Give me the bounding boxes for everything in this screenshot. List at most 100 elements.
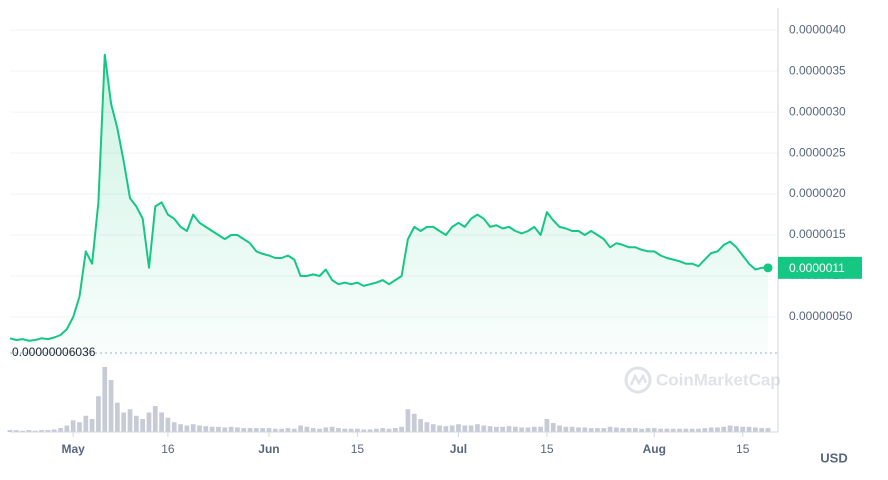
volume-bar [272,428,278,432]
volume-bar [468,425,474,432]
volume-bar [449,425,455,432]
volume-bar [133,415,139,432]
currency: USD [820,450,847,465]
volume-bar [367,429,373,432]
volume-bar [512,426,518,432]
volume-bar [228,426,234,432]
volume-bar [759,428,765,432]
volume-bar [563,426,569,432]
volume-bar [13,430,19,432]
volume-bar [494,426,499,432]
current-price-badge [778,256,862,279]
x-tick-label: 15 [351,442,365,456]
volume-bar [146,412,152,432]
volume-bar [399,426,405,432]
volume-bar [443,426,449,432]
volume-bar [355,428,360,432]
volume-bar [266,428,272,432]
volume-bar [348,428,354,432]
volume-bar [260,428,266,432]
volume-bar [386,428,392,432]
volume-bar [708,427,714,432]
volume-bar [582,427,588,432]
volume-bar [190,424,196,432]
volume-bar [664,428,670,432]
y-tick-label: 0.0000015 [789,227,846,241]
volume-bar [658,428,663,432]
volume-bar [405,409,411,432]
volume-bar [178,424,183,432]
volume-bar [424,422,430,432]
volume-bar [45,430,51,432]
volume-bar [506,426,512,432]
volume-bar [304,426,310,432]
volume-bar [26,430,32,432]
volume-bar [500,426,506,432]
volume-bar [241,428,247,432]
volume-bar [588,428,594,432]
volume-bar [342,428,348,432]
volume-bar [481,425,487,432]
volume-bar [329,426,335,432]
volume-bar [531,426,537,432]
volume-bar [127,409,133,432]
y-tick-label: 0.0000035 [789,63,846,77]
plot: 0.000000500.00000100.00000150.00000200.0… [7,8,862,456]
price-line [9,53,768,342]
y-tick-label: 0.0000020 [789,186,846,200]
x-tick-label: May [61,442,85,456]
volume-bar [715,427,720,432]
volume-bar [462,425,468,432]
volume-bar [430,424,436,432]
volume-bar [247,428,253,432]
volume-bar [721,426,727,432]
volume-bar [538,426,543,432]
volume-bar [544,419,550,432]
watermark: CoinMarketCap [624,366,781,394]
volume-bar [373,428,379,432]
volume-bar [115,402,120,432]
volume-bar [683,428,689,432]
volume-bar [89,419,95,432]
volume-bar [392,428,398,432]
volume-bar [740,426,746,432]
volume-bar [361,429,367,432]
volume-bar [108,380,114,432]
volume-bar [279,428,284,432]
volume-bar [323,427,329,432]
volume-bar [626,428,632,432]
volume-bar [519,427,525,432]
volume-bar [727,425,733,432]
volume-bar [58,428,63,432]
volume-bar [310,428,316,432]
volume-bar [140,419,146,432]
x-tick-label: Aug [643,442,666,456]
volume-bar [203,426,209,432]
volume-bar [601,428,607,432]
last-point [763,263,773,273]
volume-bar [620,428,626,432]
volume-bar [752,427,758,432]
volume-bar [702,428,708,432]
volume-bar [607,426,613,432]
x-tick-label: 16 [161,442,175,456]
volume-bar [614,427,619,432]
volume-bar [734,426,739,432]
volume-bar [121,412,127,432]
volume-bar [70,420,76,432]
volume-bar [285,428,291,432]
volume-bar [651,428,657,432]
volume-bar [7,430,13,432]
x-tick-label: Jun [258,442,279,456]
volume-bar [550,422,556,432]
volume-bar [298,425,303,432]
volume-bar [197,425,202,432]
price-area [10,54,768,358]
volume-bar [639,428,645,432]
volume-bar [235,427,240,432]
volume-bar [291,428,297,432]
volume-bar [83,415,89,432]
volume-bar [595,428,600,432]
volume-bar [159,412,164,432]
